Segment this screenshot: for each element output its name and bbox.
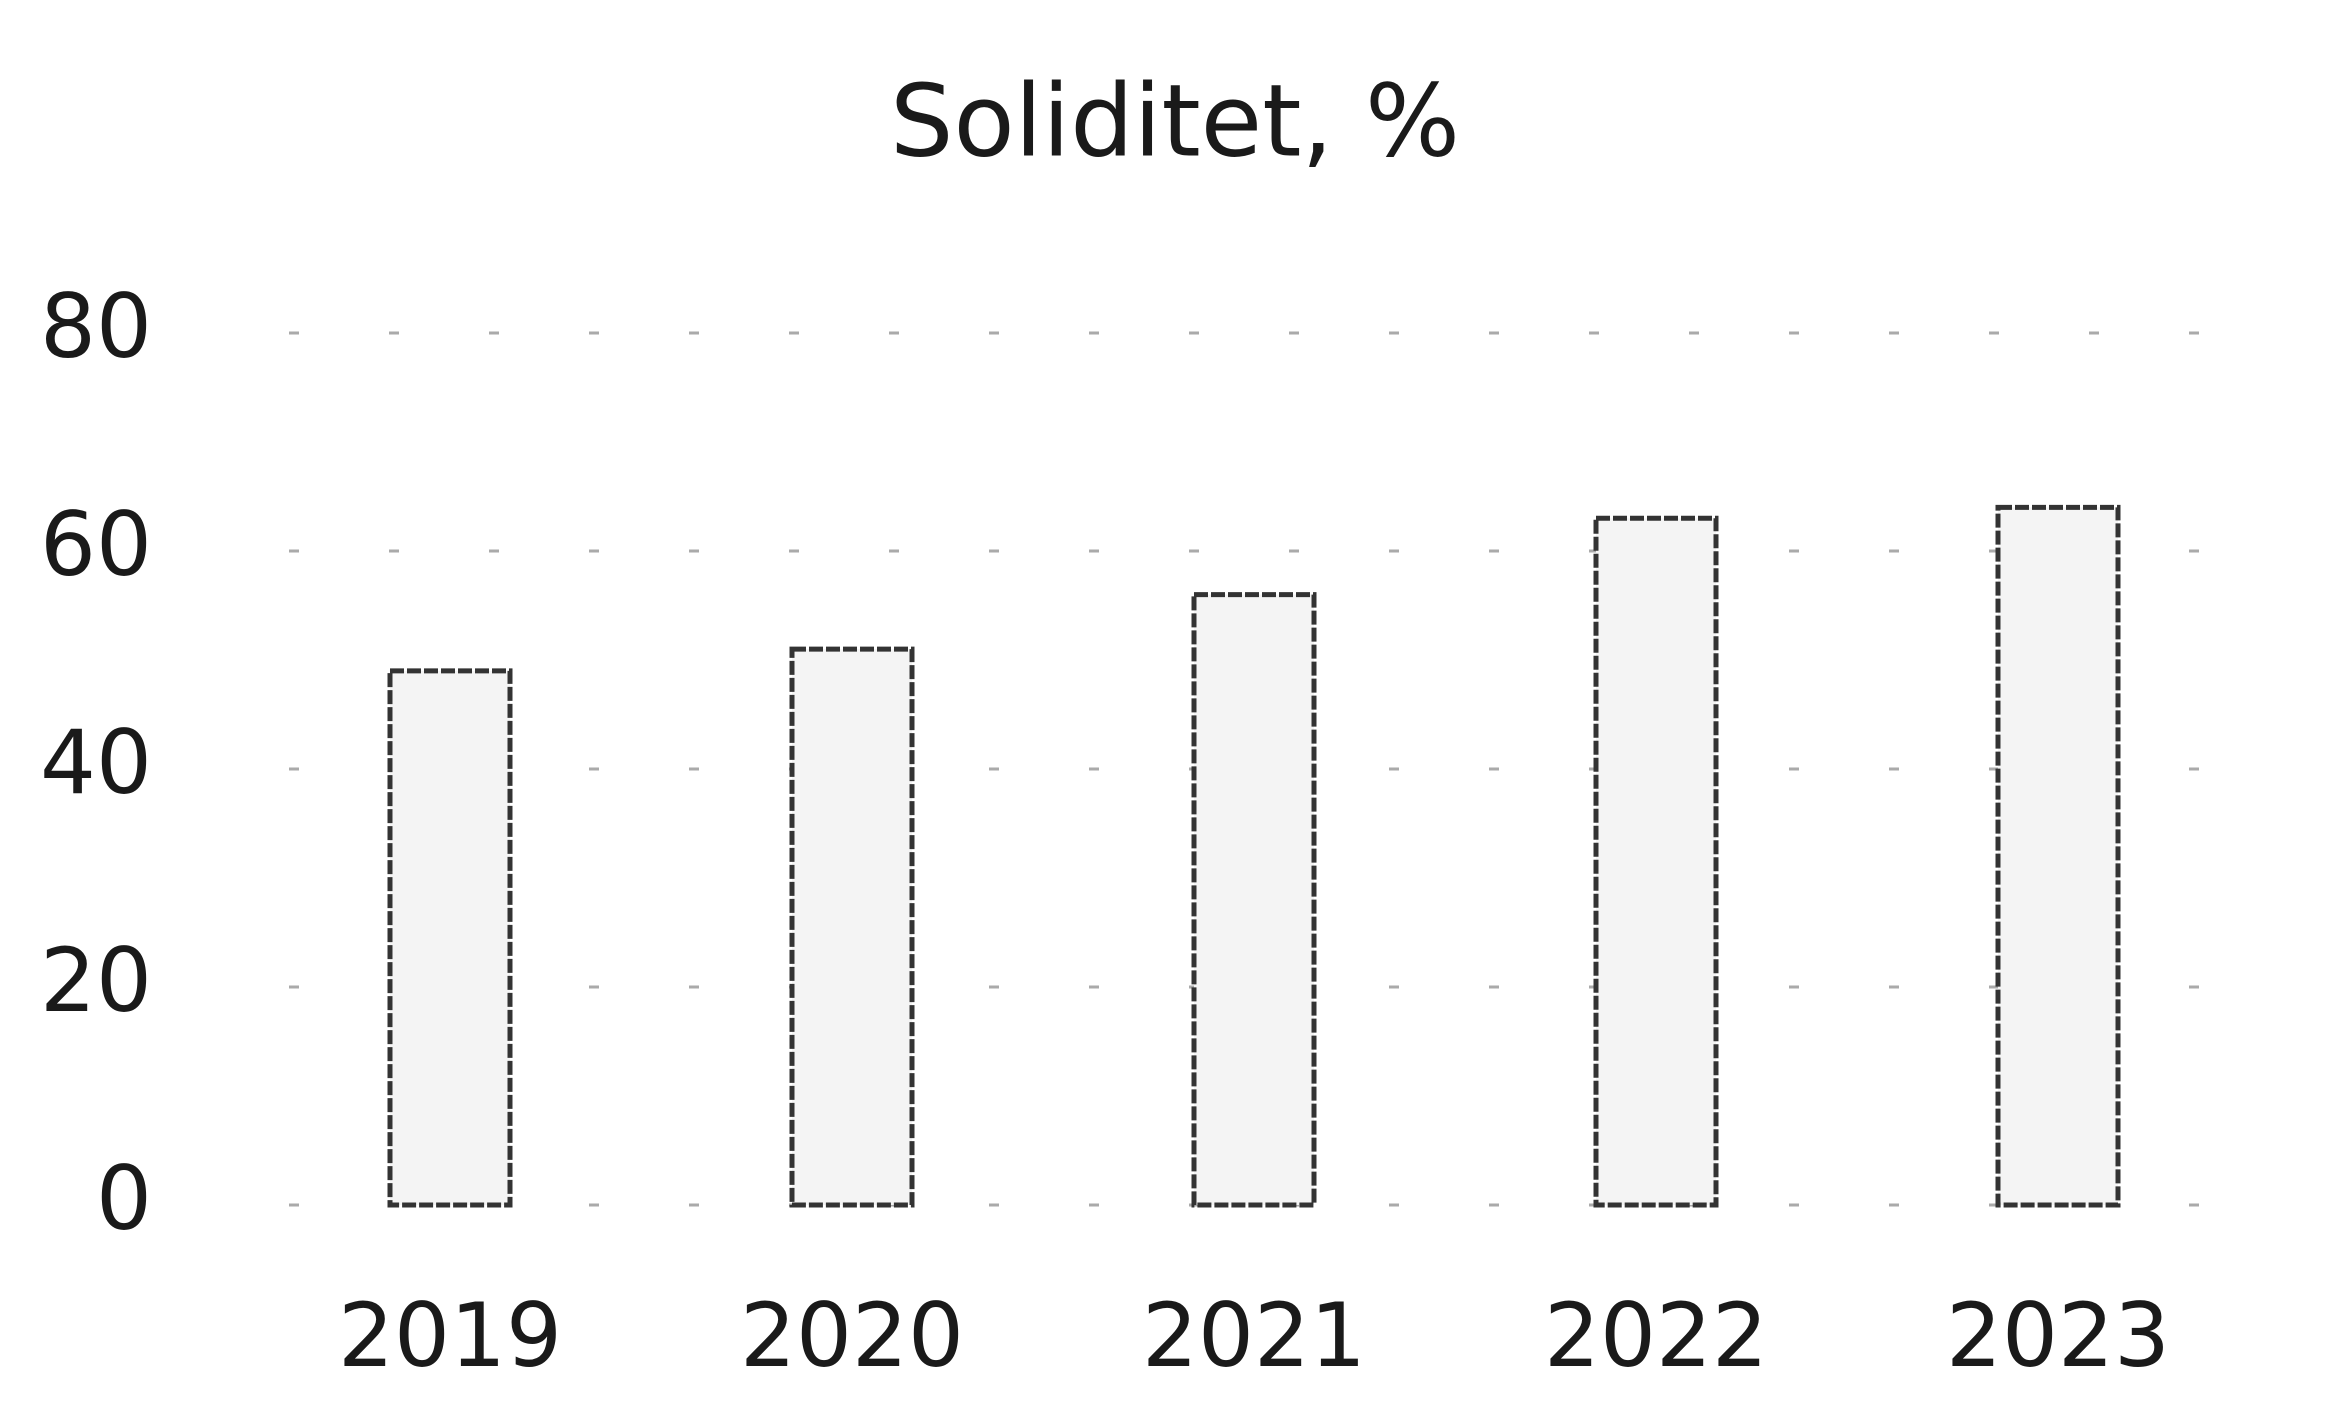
bar bbox=[1995, 504, 2121, 1208]
x-tick-label: 2022 bbox=[1544, 1284, 1768, 1387]
y-tick-label: 60 bbox=[40, 493, 152, 596]
y-tick-label: 0 bbox=[96, 1147, 152, 1250]
y-tick-label: 40 bbox=[40, 711, 152, 814]
bar bbox=[1191, 592, 1317, 1208]
bar bbox=[1593, 515, 1719, 1208]
y-tick-label: 20 bbox=[40, 929, 152, 1032]
bar bbox=[789, 646, 915, 1208]
x-tick-label: 2023 bbox=[1946, 1284, 2170, 1387]
x-tick-label: 2021 bbox=[1142, 1284, 1366, 1387]
bar bbox=[387, 668, 513, 1208]
x-tick-label: 2019 bbox=[338, 1284, 562, 1387]
chart-title: Soliditet, % bbox=[890, 62, 1460, 179]
y-tick-label: 80 bbox=[40, 275, 152, 378]
x-tick-label: 2020 bbox=[740, 1284, 964, 1387]
